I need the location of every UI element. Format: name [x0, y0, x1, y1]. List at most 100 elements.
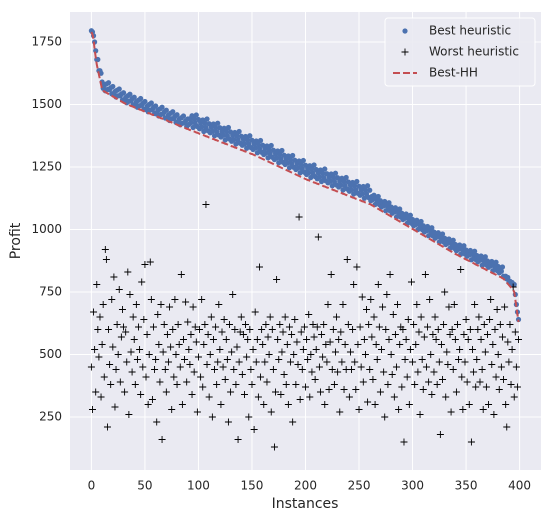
worst-point: [464, 336, 472, 343]
best-point: [361, 195, 367, 201]
best-point: [180, 113, 187, 119]
worst-point: [474, 326, 482, 333]
best-point: [375, 193, 381, 200]
worst-point: [232, 381, 240, 388]
worst-point: [459, 406, 467, 413]
best-point: [241, 141, 248, 147]
worst-point: [184, 318, 192, 326]
worst-point: [219, 363, 227, 371]
worst-point: [355, 406, 363, 413]
worst-point: [508, 346, 516, 353]
best-point: [204, 116, 210, 122]
worst-point: [413, 301, 421, 308]
best-point: [245, 137, 251, 143]
worst-point: [109, 343, 117, 351]
worst-point: [295, 213, 303, 221]
worst-point: [305, 311, 313, 318]
worst-point: [421, 271, 429, 278]
worst-point: [502, 401, 510, 408]
worst-point: [269, 366, 277, 373]
worst-point: [385, 336, 393, 343]
worst-point: [512, 363, 520, 371]
worst-point: [106, 361, 114, 368]
worst-point: [483, 331, 491, 338]
worst-point: [130, 336, 138, 343]
worst-point: [510, 393, 518, 401]
worst-point: [280, 371, 288, 378]
worst-point: [169, 326, 177, 333]
worst-point: [485, 401, 493, 408]
worst-point: [105, 326, 113, 333]
worst-point: [164, 358, 172, 366]
legend-frame: [384, 17, 536, 87]
worst-point: [172, 351, 180, 358]
best-point: [153, 103, 159, 109]
worst-point: [95, 353, 103, 361]
best-point: [212, 124, 219, 131]
worst-point: [394, 301, 402, 308]
worst-point: [213, 381, 221, 388]
best-point: [209, 128, 215, 134]
worst-point: [194, 353, 202, 361]
worst-point: [223, 356, 231, 363]
worst-point: [141, 261, 149, 268]
worst-point: [467, 438, 475, 446]
worst-point: [480, 321, 488, 328]
worst-point: [137, 391, 145, 398]
worst-point: [240, 391, 248, 398]
worst-point: [258, 326, 266, 333]
worst-point: [350, 281, 358, 288]
worst-point: [239, 331, 247, 338]
worst-point: [321, 401, 329, 408]
worst-point: [276, 321, 284, 328]
worst-point: [273, 276, 281, 283]
best-point: [191, 116, 197, 122]
worst-point: [92, 388, 100, 396]
x-axis-label: Instances: [272, 496, 339, 512]
best-point: [287, 156, 294, 163]
best-point: [354, 178, 360, 185]
worst-point: [418, 356, 426, 363]
best-point: [295, 165, 301, 171]
worst-point: [380, 368, 388, 376]
worst-point: [101, 246, 109, 253]
best-point: [231, 136, 237, 143]
worst-point: [102, 256, 110, 263]
best-point: [397, 206, 403, 212]
worst-point: [319, 353, 327, 361]
worst-point: [227, 388, 235, 396]
worst-point: [224, 418, 232, 426]
worst-point: [147, 296, 155, 303]
best-point: [364, 183, 371, 189]
worst-point: [505, 358, 513, 366]
worst-point: [126, 291, 134, 298]
worst-point: [211, 366, 219, 373]
worst-point: [237, 313, 245, 321]
worst-point: [205, 393, 213, 401]
best-point: [498, 268, 504, 274]
worst-point: [214, 358, 222, 366]
worst-point: [294, 361, 302, 368]
worst-point: [200, 341, 208, 348]
worst-point: [513, 383, 521, 391]
worst-point: [257, 373, 265, 381]
worst-point: [259, 341, 267, 348]
worst-point: [316, 388, 324, 396]
worst-point: [155, 341, 163, 348]
best-point: [138, 95, 144, 102]
worst-point: [440, 321, 448, 328]
worst-point: [411, 381, 419, 388]
best-point: [188, 120, 194, 126]
worst-point: [328, 366, 336, 373]
worst-point: [272, 388, 280, 396]
worst-point: [472, 383, 480, 391]
worst-point: [99, 301, 107, 308]
y-tick-label: 500: [39, 347, 62, 361]
worst-point: [430, 368, 438, 376]
worst-point: [337, 328, 345, 336]
worst-point: [170, 373, 178, 381]
worst-point: [287, 358, 295, 366]
best-point: [174, 112, 180, 118]
worst-point: [437, 341, 445, 348]
